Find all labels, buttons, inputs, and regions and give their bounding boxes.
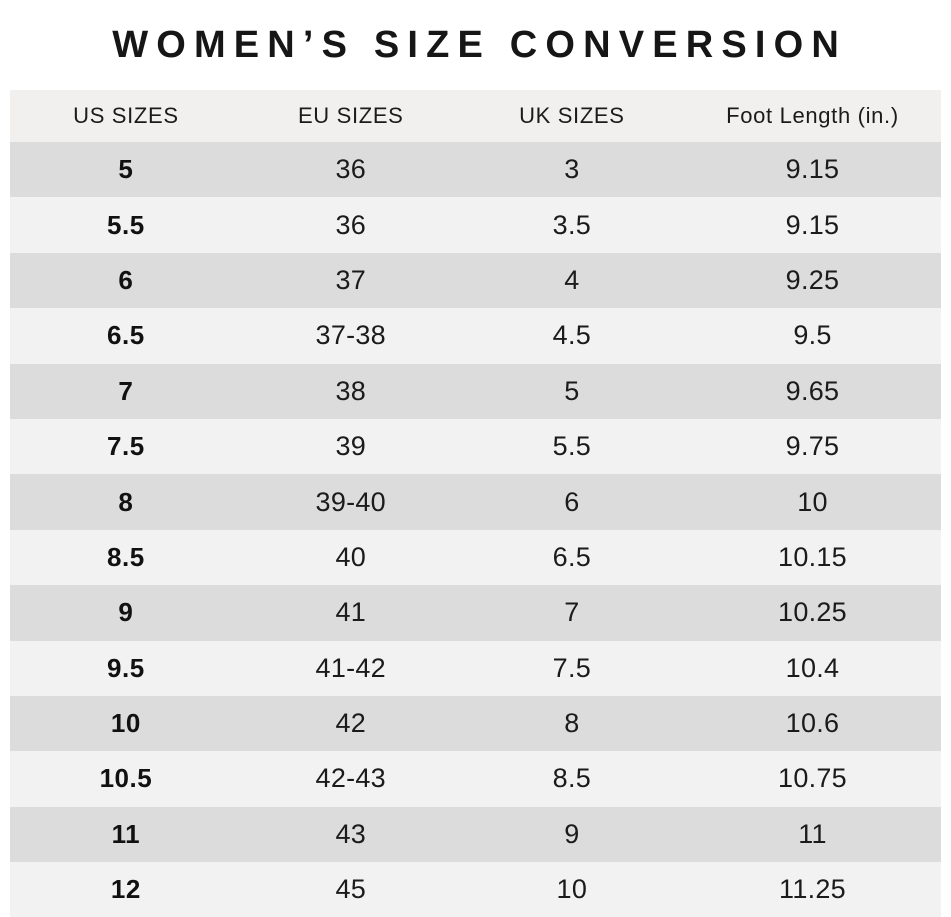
title-area: WOMEN’S SIZE CONVERSION [0,0,951,90]
table-row: 6.5 37-38 4.5 9.5 [10,308,941,364]
cell-uk-size: 6 [564,486,580,517]
cell-us-size: 7 [118,375,134,406]
cell-eu-size: 42 [335,708,367,739]
cell-eu-size: 37-38 [315,320,386,351]
cell-us-size: 8 [118,486,134,517]
cell-uk-size: 3 [564,154,580,185]
column-header-us-sizes: US SIZES [73,103,179,128]
cell-us-size: 8.5 [107,541,145,572]
table-row: 6 37 4 9.25 [10,252,941,309]
cell-foot-length: 11.25 [779,874,846,905]
cell-uk-size: 7 [564,597,580,628]
table-row: 11 43 9 11 [10,806,941,863]
cell-uk-size: 4 [564,264,580,295]
cell-eu-size: 43 [335,818,367,849]
table-row: 10 42 8 10.6 [10,695,941,752]
table-row: 5.5 36 3.5 9.15 [10,197,941,253]
cell-us-size: 5.5 [107,209,145,240]
column-header-foot-length: Foot Length (in.) [726,103,899,128]
table-row: 10.5 42-43 8.5 10.75 [10,751,941,807]
cell-eu-size: 41 [335,597,367,628]
cell-eu-size: 41-42 [315,652,386,683]
cell-eu-size: 38 [335,375,367,406]
cell-us-size: 10 [110,708,141,739]
cell-us-size: 6 [118,264,134,295]
cell-foot-length: 9.15 [785,154,840,185]
cell-foot-length: 10 [797,486,828,517]
cell-us-size: 5 [118,154,134,185]
cell-eu-size: 42-43 [315,763,386,794]
cell-foot-length: 9.5 [793,320,832,351]
table-row: 9.5 41-42 7.5 10.4 [10,640,941,696]
cell-uk-size: 4.5 [552,320,591,351]
table-row: 5 36 3 9.15 [10,142,941,198]
cell-eu-size: 36 [335,154,367,185]
cell-us-size: 6.5 [107,320,145,351]
cell-foot-length: 9.65 [785,375,840,406]
cell-foot-length: 9.25 [785,264,840,295]
cell-us-size: 9.5 [107,652,145,683]
cell-us-size: 11 [111,818,141,849]
cell-eu-size: 39 [335,431,367,462]
cell-uk-size: 9 [564,818,580,849]
cell-eu-size: 40 [335,541,367,572]
cell-foot-length: 10.15 [778,541,847,572]
table-row: 7 38 5 9.65 [10,363,941,419]
cell-foot-length: 10.75 [778,763,847,794]
cell-foot-length: 10.6 [785,708,840,739]
cell-uk-size: 5.5 [552,431,591,462]
table-row: 8.5 40 6.5 10.15 [10,529,941,586]
column-header-uk-sizes: UK SIZES [519,103,625,128]
cell-eu-size: 45 [335,874,367,905]
cell-uk-size: 5 [564,375,580,406]
cell-us-size: 7.5 [107,431,145,462]
cell-eu-size: 37 [335,264,367,295]
cell-eu-size: 36 [335,209,367,240]
table-row: 9 41 7 10.25 [10,585,941,641]
cell-us-size: 9 [118,597,134,628]
column-header-eu-sizes: EU SIZES [297,103,404,128]
table-row: 12 45 10 11.25 [10,862,941,917]
cell-us-size: 12 [110,874,141,905]
cell-foot-length: 9.15 [785,209,840,240]
table-body: 5 36 3 9.15 5.5 36 3.5 9.15 6 37 4 9.25 … [10,142,941,917]
cell-foot-length: 10.4 [785,652,840,683]
cell-uk-size: 10 [556,874,588,905]
cell-uk-size: 6.5 [552,541,591,572]
size-conversion-table: US SIZES EU SIZES UK SIZES Foot Length (… [10,90,941,917]
table-row: 7.5 39 5.5 9.75 [10,418,941,475]
cell-uk-size: 8 [564,708,580,739]
cell-uk-size: 8.5 [552,763,591,794]
table-header-row: US SIZES EU SIZES UK SIZES Foot Length (… [10,90,941,142]
cell-us-size: 10.5 [99,763,153,794]
cell-uk-size: 7.5 [552,652,591,683]
cell-eu-size: 39-40 [315,486,386,517]
cell-foot-length: 10.25 [778,597,847,628]
page-title: WOMEN’S SIZE CONVERSION [112,23,847,66]
cell-uk-size: 3.5 [552,209,591,240]
cell-foot-length: 11 [798,818,827,849]
cell-foot-length: 9.75 [785,431,840,462]
table-row: 8 39-40 6 10 [10,474,941,530]
